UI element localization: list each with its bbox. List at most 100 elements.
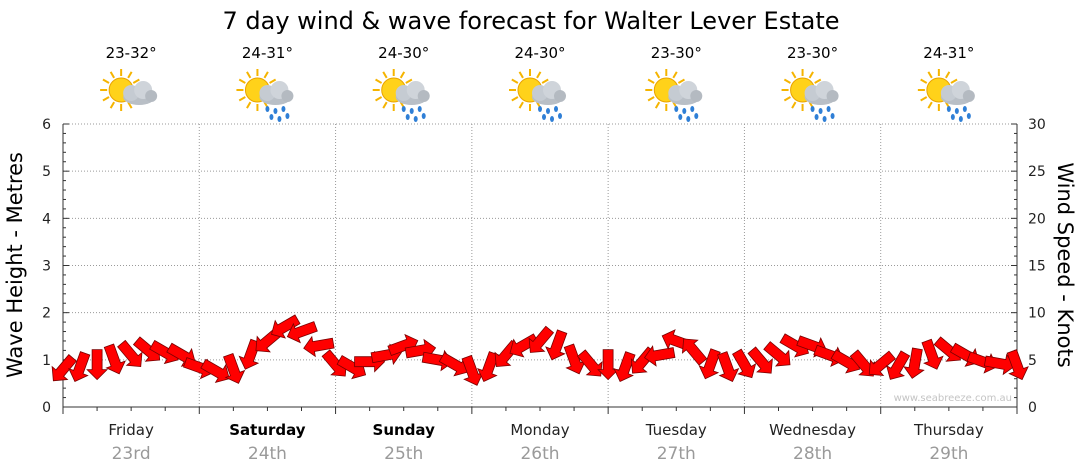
day-name: Sunday xyxy=(373,421,436,439)
wind-arrow xyxy=(438,352,469,377)
day-temperature-range: 24-31° xyxy=(242,44,293,62)
wind-arrows xyxy=(51,314,1029,386)
sun-ray xyxy=(127,71,133,79)
day-name: Tuesday xyxy=(645,421,707,439)
rain-drop xyxy=(962,106,967,112)
left-tick-label: 4 xyxy=(42,211,51,227)
wind-arrow xyxy=(717,351,740,383)
right-tick-label: 15 xyxy=(1028,259,1046,275)
wind-arrow xyxy=(477,351,500,383)
wind-arrow xyxy=(747,346,773,374)
sun-ray xyxy=(920,96,928,102)
cloud-puff xyxy=(826,90,839,102)
rain-drop xyxy=(678,114,683,120)
showers-icon xyxy=(917,69,975,122)
rain-drop xyxy=(818,108,823,114)
wind-arrow xyxy=(886,350,911,380)
showers-icon xyxy=(509,69,566,122)
cloud-puff xyxy=(554,90,566,102)
wind-arrow xyxy=(903,347,925,379)
forecast-header: 23-32° 24-31° 24-30° 24-30° 23-30° 23-30° 24-3… xyxy=(100,44,975,122)
partly-cloudy-icon xyxy=(100,69,158,111)
rain-drop xyxy=(409,108,414,114)
rain-drop xyxy=(814,114,819,120)
showers-icon xyxy=(645,69,703,122)
sun-ray xyxy=(518,101,524,109)
wind-arrow xyxy=(286,321,318,344)
rain-drop xyxy=(273,108,278,114)
rain-drop xyxy=(554,106,558,112)
wind-arrow xyxy=(303,335,335,358)
right-tick-label: 10 xyxy=(1028,306,1046,322)
rain-drop xyxy=(958,116,963,122)
day-temperature-range: 24-30° xyxy=(378,44,429,62)
wind-arrow xyxy=(597,349,620,381)
sun-ray xyxy=(511,96,519,102)
sun-ray xyxy=(269,78,277,84)
wind-arrow xyxy=(117,339,143,368)
sun-ray xyxy=(541,78,549,84)
rain-drop xyxy=(674,106,679,112)
rain-drop xyxy=(826,106,831,112)
left-axis-title: Wave Height - Metres xyxy=(3,152,27,378)
day-temperature-range: 23-30° xyxy=(787,44,838,62)
sun-ray xyxy=(647,78,655,84)
sun-ray xyxy=(654,71,661,79)
showers-icon xyxy=(781,69,839,122)
right-tick-label: 20 xyxy=(1028,211,1046,227)
wind-arrow xyxy=(763,341,791,367)
sun-ray xyxy=(382,101,388,109)
day-date: 25th xyxy=(384,444,423,464)
cloud-puff xyxy=(145,90,158,102)
left-tick-label: 3 xyxy=(42,259,51,275)
rain-drop xyxy=(405,114,410,120)
wind-arrow xyxy=(223,352,246,384)
rain-drop xyxy=(277,116,282,122)
rain-drop xyxy=(401,106,406,112)
wind-arrow xyxy=(545,329,568,361)
wind-arrow xyxy=(51,354,78,382)
sun-ray xyxy=(920,78,928,84)
day-date: 23rd xyxy=(112,444,151,464)
day-date: 28th xyxy=(793,444,832,464)
rain-drop xyxy=(686,116,691,122)
rain-drop xyxy=(538,106,542,112)
sun-ray xyxy=(102,96,110,102)
sun-ray xyxy=(127,101,133,109)
day-temperature-range: 23-30° xyxy=(651,44,702,62)
sun-ray xyxy=(102,78,110,84)
rain-drop xyxy=(542,114,546,120)
wind-arrow xyxy=(86,349,109,381)
wind-arrow xyxy=(921,338,944,370)
sun-ray xyxy=(944,71,951,79)
left-tick-label: 0 xyxy=(42,400,51,416)
chart-title: 7 day wind & wave forecast for Walter Le… xyxy=(222,7,839,35)
rain-drop xyxy=(421,113,426,119)
rain-drop xyxy=(946,106,951,112)
day-labels: Friday 23rd Saturday 24th Sunday 25th Monday 26… xyxy=(108,421,983,464)
rain-drop xyxy=(966,113,971,119)
wind-arrow xyxy=(461,354,484,386)
day-temperature-range: 24-30° xyxy=(514,44,565,62)
wind-arrow xyxy=(613,351,636,383)
rain-drop xyxy=(954,108,959,114)
wind-arrow xyxy=(1006,349,1029,381)
day-temperature-range: 24-31° xyxy=(923,44,974,62)
rain-drop xyxy=(269,114,274,120)
sun-ray xyxy=(375,96,383,102)
sun-ray xyxy=(246,71,252,79)
rain-drop xyxy=(546,108,550,114)
showers-icon xyxy=(372,69,430,122)
sun-ray xyxy=(814,78,822,84)
left-tick-label: 1 xyxy=(42,353,51,369)
wind-arrow xyxy=(681,338,708,366)
sun-ray xyxy=(405,78,413,84)
sun-ray xyxy=(399,71,406,79)
left-axis-ticks: 0 1 2 3 4 5 6 xyxy=(42,117,69,416)
left-tick-label: 5 xyxy=(42,164,51,180)
left-tick-label: 6 xyxy=(42,117,51,133)
rain-drop xyxy=(822,116,827,122)
wind-arrow xyxy=(271,314,301,339)
sun-ray xyxy=(238,96,246,102)
wind-arrow xyxy=(577,349,603,377)
